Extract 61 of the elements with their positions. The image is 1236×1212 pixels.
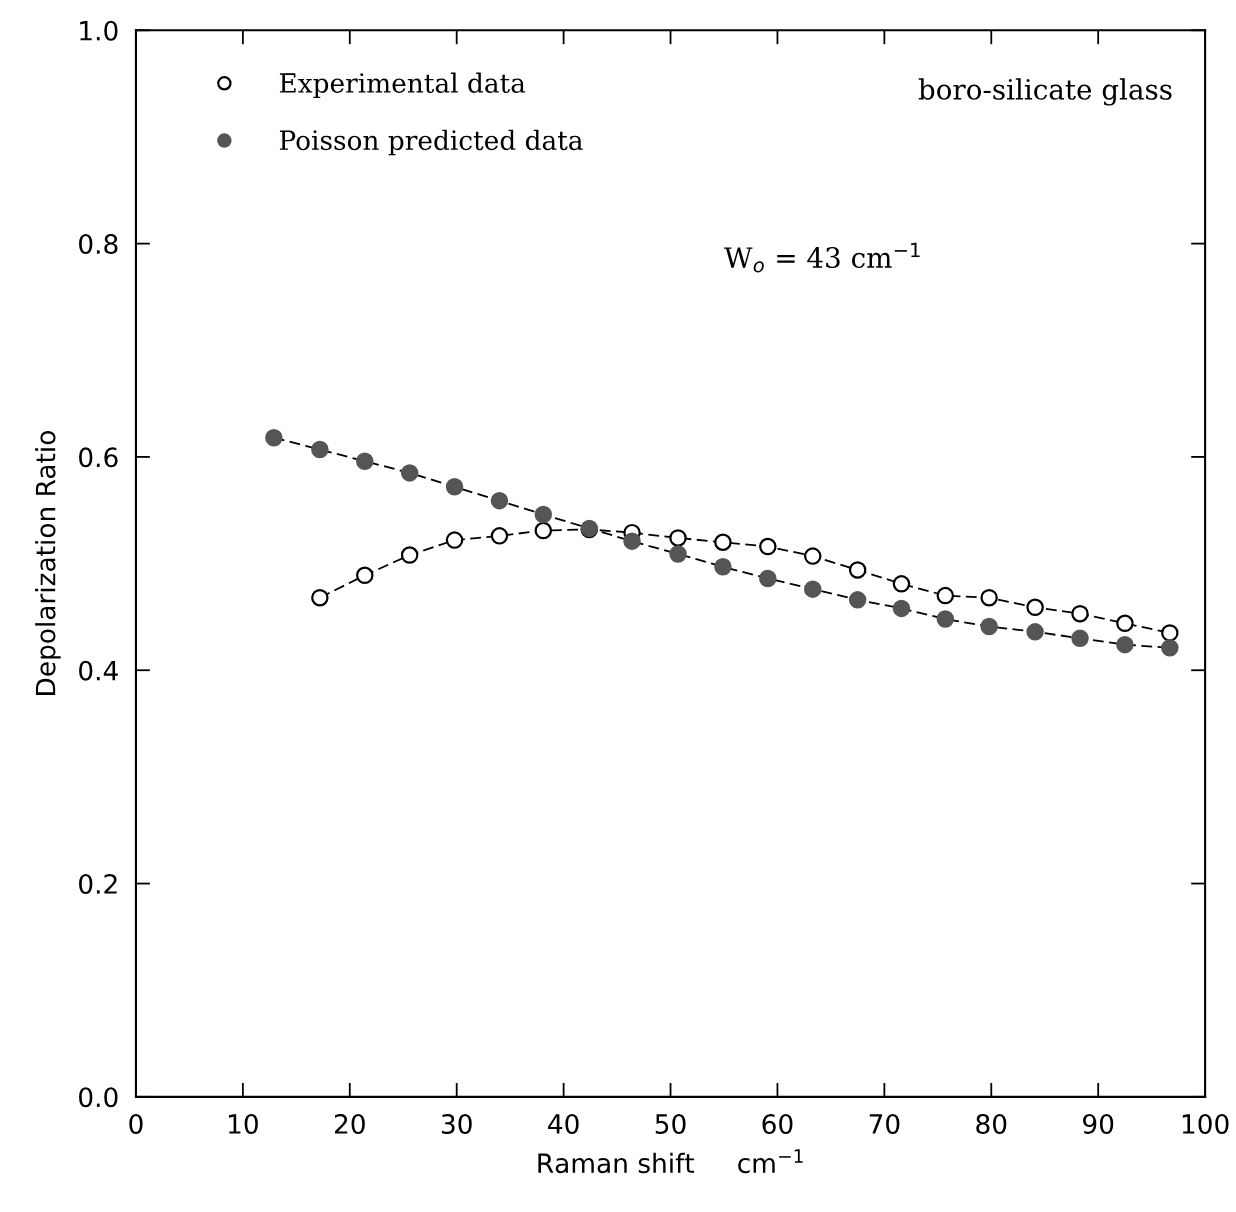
point (400, 464, 419, 482)
point (803, 547, 822, 565)
annotation: W$_{o}$ = 43 cm$^{−1}$ (724, 242, 920, 273)
point (490, 491, 509, 510)
point (759, 569, 777, 588)
point (669, 529, 687, 547)
x-tick-label: 30 (441, 1113, 472, 1134)
x-tick-label: 50 (655, 1113, 686, 1134)
point (445, 478, 464, 496)
x-tick-label: 40 (548, 1113, 579, 1134)
point (356, 452, 374, 470)
point (534, 505, 553, 524)
point (714, 533, 732, 551)
point (265, 428, 283, 447)
x-tick-label: 10 (228, 1113, 258, 1134)
y-tick-label: 0.6 (79, 447, 118, 468)
legend-label: Experimental data (279, 72, 526, 99)
point (490, 527, 509, 545)
point (936, 610, 955, 628)
point (400, 546, 419, 564)
point (311, 588, 329, 607)
annotation: boro-silicate glass (918, 78, 1172, 106)
point (759, 537, 777, 556)
point (534, 521, 553, 540)
y-axis-title: Depolarization Ratio (35, 431, 61, 695)
point (892, 599, 911, 618)
legend-label: Poisson predicted data (279, 129, 583, 156)
point (803, 580, 822, 598)
point (1161, 639, 1179, 657)
point (980, 588, 998, 607)
point (848, 591, 867, 609)
point (623, 532, 641, 550)
y-tick-label: 0.0 (79, 1087, 118, 1108)
point (892, 575, 911, 593)
point (1071, 629, 1089, 647)
point (1026, 623, 1044, 641)
point (356, 566, 374, 585)
point (1071, 604, 1089, 623)
point (848, 561, 867, 579)
x-tick-label: 80 (976, 1113, 1007, 1134)
point (1161, 624, 1179, 642)
x-tick-label: 60 (762, 1113, 793, 1134)
point (311, 440, 329, 459)
x-tick-label: 0 (129, 1113, 143, 1134)
point (936, 586, 955, 605)
x-tick-label: 20 (334, 1113, 365, 1134)
point (980, 617, 998, 636)
point (669, 545, 687, 563)
x-tick-label: 70 (869, 1113, 900, 1134)
y-tick-label: 0.4 (79, 660, 118, 681)
y-tick-label: 1.0 (80, 20, 118, 41)
point (1116, 635, 1134, 654)
x-axis-title: Raman shift cm$^{−1}$ (538, 1149, 803, 1174)
point (445, 531, 464, 549)
point (1026, 598, 1044, 617)
point (1116, 614, 1134, 633)
x-tick-label: 100 (1182, 1113, 1229, 1134)
x-tick-label: 90 (1083, 1113, 1114, 1134)
y-tick-label: 0.8 (79, 234, 118, 255)
point (714, 558, 732, 576)
y-tick-label: 0.2 (79, 873, 117, 894)
